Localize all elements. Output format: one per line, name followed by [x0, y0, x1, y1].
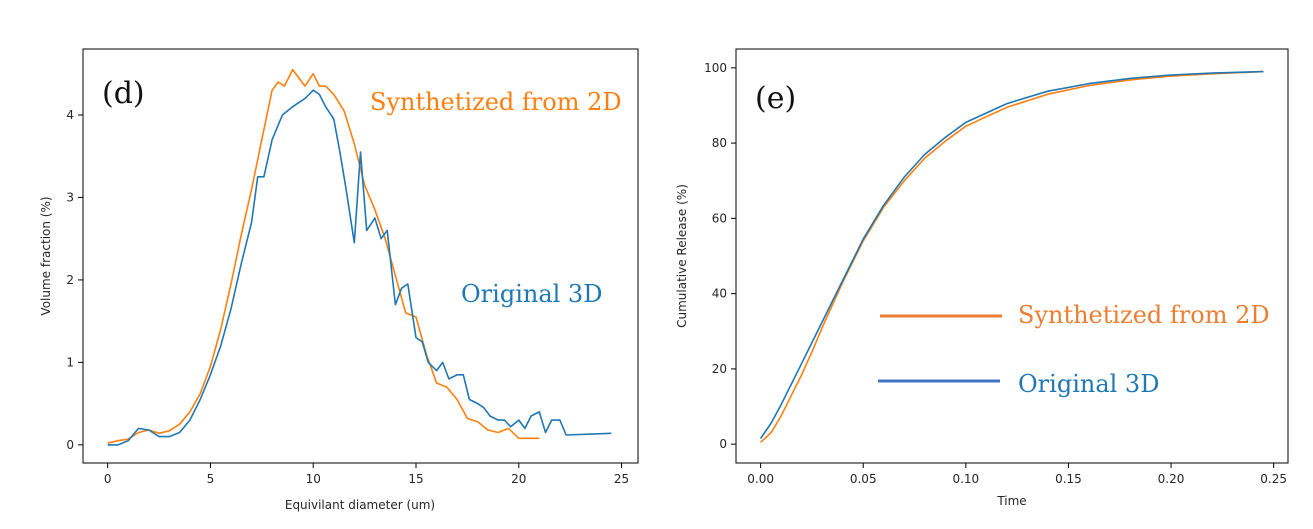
panel-tag-d: (d) — [102, 76, 145, 111]
x-tick-label-e: 0.05 — [850, 472, 877, 486]
y-tick-label-e: 0 — [719, 437, 727, 451]
x-tick-label-e: 0.20 — [1158, 472, 1185, 486]
y-tick-label-e: 80 — [712, 136, 727, 150]
y-tick-label-d: 2 — [66, 273, 74, 287]
x-axis-label-d: Equivilant diameter (um) — [285, 498, 435, 512]
y-tick-label-d: 3 — [66, 190, 74, 204]
legend-text-original: Original 3D — [1018, 370, 1159, 398]
x-tick-label-d: 20 — [511, 472, 526, 486]
x-tick-label-d: 10 — [306, 472, 321, 486]
series-line-e-original — [759, 70, 1264, 439]
plot-frame-e — [735, 48, 1289, 464]
legend-text-synthetized: Synthetized from 2D — [1018, 301, 1270, 329]
x-tick-label-d: 5 — [207, 472, 215, 486]
chart-panel-d: (d) Synthetized from 2D Original 3D Equi… — [39, 48, 639, 512]
x-tick-label-d: 0 — [104, 472, 112, 486]
x-tick-label-e: 0.00 — [747, 472, 774, 486]
x-tick-label-e: 0.15 — [1055, 472, 1082, 486]
y-axis-label-d: Volume fraction (%) — [39, 196, 53, 315]
series-line-e-synthetized — [760, 70, 1264, 443]
annotation-synthetized-d: Synthetized from 2D — [370, 88, 622, 116]
plot-frame-d — [82, 48, 639, 464]
x-tick-label-e: 0.25 — [1260, 472, 1287, 486]
y-tick-label-e: 60 — [712, 211, 727, 225]
y-tick-label-d: 4 — [66, 108, 74, 122]
series-line-d-synthetized — [107, 68, 540, 444]
y-tick-label-e: 100 — [704, 61, 727, 75]
annotation-original-d: Original 3D — [461, 280, 602, 308]
x-tick-label-d: 15 — [408, 472, 423, 486]
series-line-d-original — [107, 89, 612, 446]
y-tick-label-d: 0 — [66, 438, 74, 452]
y-tick-label-e: 40 — [712, 287, 727, 301]
y-axis-label-e: Cumulative Release (%) — [675, 184, 689, 328]
y-tick-label-d: 1 — [66, 355, 74, 369]
chart-panel-e: (e) Synthetized from 2D Original 3D Time… — [675, 48, 1289, 508]
y-tick-label-e: 20 — [712, 362, 727, 376]
x-tick-label-e: 0.10 — [952, 472, 979, 486]
x-axis-label-e: Time — [996, 494, 1026, 508]
x-tick-label-d: 25 — [614, 472, 629, 486]
panel-tag-e: (e) — [755, 81, 796, 116]
